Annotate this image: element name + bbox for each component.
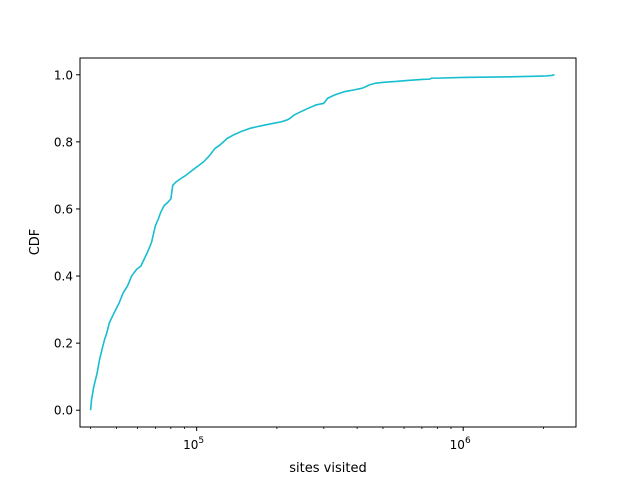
- y-axis-label: CDF: [28, 229, 43, 256]
- x-tick-label: 105: [183, 436, 204, 452]
- cdf-line: [89, 73, 555, 411]
- x-tick-exponent: 5: [198, 436, 204, 446]
- x-tick-base: 10: [183, 438, 198, 452]
- x-axis-ticks: 105 106: [90, 427, 544, 452]
- y-tick-label: 0.0: [54, 404, 73, 418]
- x-axis-label: sites visited: [289, 461, 366, 476]
- plot-area: [89, 73, 555, 411]
- y-axis-ticks: 0.0 0.2 0.4 0.6 0.8 1.0: [54, 68, 80, 418]
- y-tick-label: 1.0: [54, 68, 73, 82]
- y-tick-label: 0.2: [54, 337, 73, 351]
- y-tick-label: 0.6: [54, 202, 73, 216]
- y-tick-label: 0.4: [54, 270, 73, 284]
- x-tick-base: 10: [450, 438, 465, 452]
- x-tick-exponent: 6: [465, 436, 471, 446]
- axes-frame: [79, 57, 577, 428]
- x-tick-label: 106: [450, 436, 471, 452]
- y-tick-label: 0.8: [54, 135, 73, 149]
